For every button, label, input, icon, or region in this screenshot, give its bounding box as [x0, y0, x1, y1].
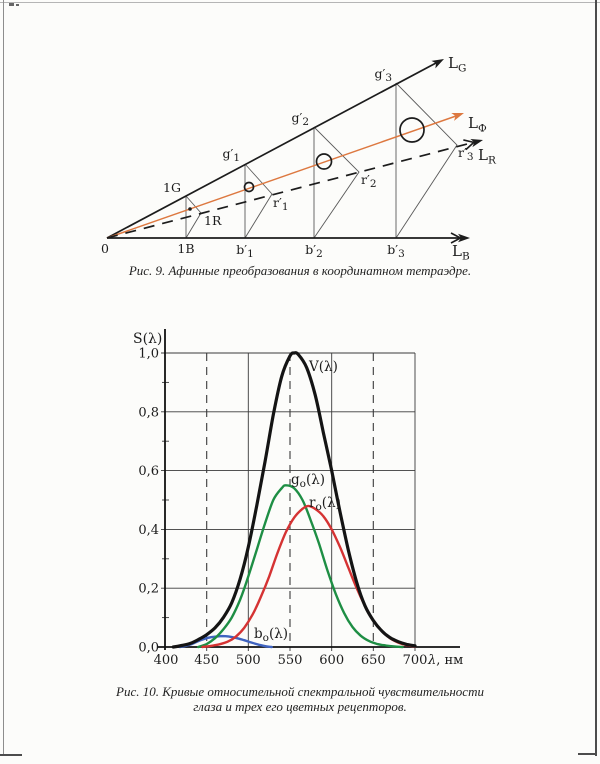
point-label-g2p: g′2	[291, 110, 309, 128]
y-tick-label: 0,6	[138, 464, 159, 479]
scan-border-left	[3, 0, 4, 756]
point-label-b2p: b′2	[305, 242, 323, 260]
triangle3-slants	[313, 126, 360, 239]
axis-label-lf: LФ	[468, 114, 487, 135]
curve-V(λ)	[171, 351, 417, 649]
triangle4-slants	[395, 82, 458, 239]
lg-axis-line	[106, 62, 437, 239]
lb-arrowhead-icon	[450, 232, 470, 244]
x-tick-label: 400	[154, 653, 179, 668]
point-label-1b: 1B	[177, 241, 194, 256]
point-label-1r: 1R	[204, 213, 222, 228]
color-locus-circle-medium	[315, 153, 333, 170]
curve-label-g: go(λ)	[291, 472, 325, 490]
lr-axis-line	[106, 142, 472, 239]
color-locus-circle-large	[399, 117, 425, 143]
point-label-b3p: b′3	[387, 242, 405, 260]
x-tick-label: 600	[319, 653, 344, 668]
color-locus-circle-small	[243, 181, 255, 193]
curve-label-r: ro(λ)	[309, 495, 341, 513]
y-tick-label: 1,0	[138, 347, 159, 362]
x-tick-label: 650	[361, 653, 386, 668]
x-tick-label: 700	[403, 653, 428, 668]
fig10-chart: 1,0 0,8 0,6 0,4 0,2 0,0 400 450 500 550 …	[133, 329, 463, 668]
scan-border-bottom-left	[0, 754, 22, 756]
scan-border-bottom-right	[578, 753, 597, 755]
y-tick-label: 0,4	[138, 523, 159, 538]
lr-arrowhead-icon	[463, 138, 483, 151]
scan-speck	[16, 4, 19, 6]
curve-label-v: V(λ)	[308, 359, 338, 375]
color-locus-dot	[188, 207, 192, 211]
fig9-caption: Рис. 9. Афинные преобразования в координ…	[128, 263, 472, 278]
y-axis-title: S(λ)	[133, 331, 162, 347]
lg-arrowhead-icon	[431, 59, 444, 69]
fig10-caption-line1: Рис. 10. Кривые относительной спектральн…	[116, 684, 484, 699]
scan-border-right	[595, 0, 597, 756]
curves-layer	[171, 351, 417, 649]
scan-speck	[9, 3, 14, 6]
origin-label: 0	[101, 241, 109, 256]
y-tick-label: 0,0	[138, 641, 159, 656]
axis-label-lg: LG	[448, 54, 466, 75]
axis-label-lb: LB	[452, 242, 470, 263]
point-label-1g: 1G	[163, 180, 181, 195]
lf-arrowhead-icon	[451, 113, 464, 121]
axis-label-lr: LR	[478, 146, 497, 167]
curve-label-b: bo(λ)	[254, 626, 288, 644]
scan-border-top	[0, 2, 600, 3]
fig9-diagram: 0 1G 1R 1B g′1 g′2 g′3 r′1 r′2 r′3 b′1 b…	[101, 54, 497, 263]
point-label-r1p: r′1	[273, 195, 289, 213]
x-tick-label: 500	[236, 653, 261, 668]
fig10-caption: Рис. 10. Кривые относительной спектральн…	[0, 684, 600, 714]
fig10-caption-line2: глаза и трех его цветных рецепторов.	[193, 699, 407, 714]
triangle2-slants	[244, 163, 273, 239]
y-tick-label: 0,2	[138, 582, 159, 597]
x-tick-label: 550	[278, 653, 303, 668]
x-axis-title: λ, нм	[427, 653, 463, 668]
x-tick-label: 450	[194, 653, 219, 668]
curve-g_o(λ)	[197, 484, 404, 649]
lf-axis-line	[106, 115, 457, 239]
point-label-b1p: b′1	[236, 242, 254, 260]
point-label-g1p: g′1	[222, 146, 240, 164]
point-label-r2p: r′2	[361, 172, 377, 190]
y-tick-label: 0,8	[138, 405, 159, 420]
point-label-r3p: r′3	[458, 145, 474, 163]
point-label-g3p: g′3	[374, 66, 392, 84]
curve-r_o(λ)	[201, 504, 417, 649]
